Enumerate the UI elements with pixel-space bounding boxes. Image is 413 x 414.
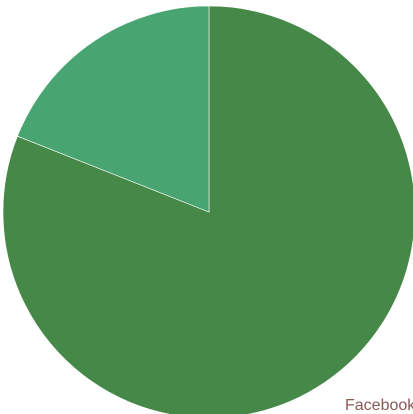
pie-slice-unlabeled-1[interactable] [17,5,210,213]
pie-slice-facebook[interactable] [2,5,413,414]
pie-slice-label: Facebook [345,397,413,414]
